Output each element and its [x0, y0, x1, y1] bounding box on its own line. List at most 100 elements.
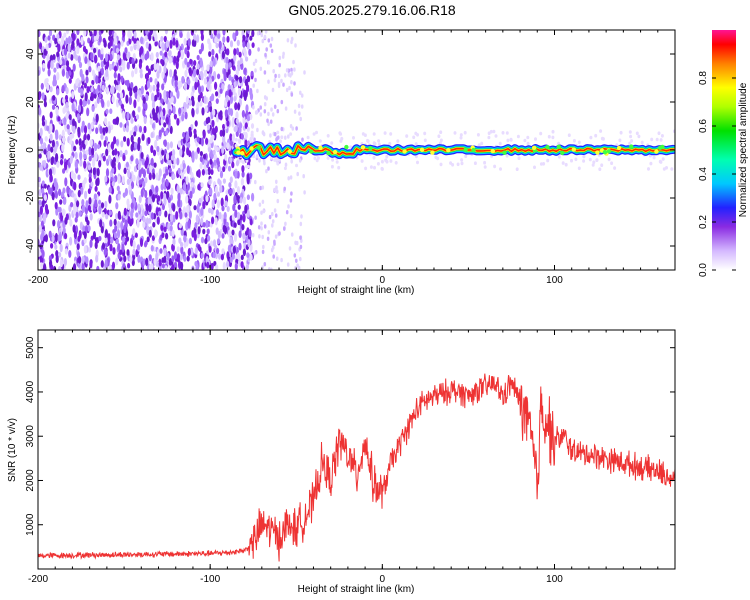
heatmap-cell: [109, 63, 113, 70]
heatmap-cell: [54, 190, 59, 199]
heatmap-cell: [217, 73, 221, 80]
heatmap-cell: [145, 93, 149, 102]
heatmap-cell: [259, 185, 262, 191]
heatmap-cell: [64, 216, 68, 225]
heatmap-cell: [295, 163, 298, 168]
heatmap-cell: [40, 220, 45, 228]
heatmap-cell: [132, 110, 136, 118]
heatmap-cell: [414, 154, 418, 159]
heatmap-cell: [234, 209, 238, 219]
heatmap-cell: [228, 74, 232, 81]
heatmap-cell: [577, 166, 581, 171]
heatmap-cell: [249, 35, 253, 41]
heatmap-cell: [98, 159, 102, 168]
heatmap-cell: [254, 68, 257, 73]
heatmap-cell: [160, 110, 164, 118]
heatmap-cell: [110, 143, 114, 149]
heatmap-cell: [104, 126, 109, 134]
heatmap-cell: [69, 156, 73, 164]
signal-blob: [326, 150, 331, 156]
heatmap-cell: [169, 141, 173, 149]
heatmap-cell: [182, 162, 186, 170]
heatmap-cell: [293, 109, 297, 114]
heatmap-cell: [196, 203, 200, 213]
heatmap-cell: [125, 161, 129, 168]
heatmap-cell: [210, 208, 214, 215]
heatmap-cell: [505, 154, 509, 158]
x-tick-label: -100: [200, 275, 220, 286]
heatmap-cell: [477, 143, 481, 147]
heatmap-cell: [77, 174, 81, 180]
heatmap-cell: [78, 61, 83, 69]
heatmap-cell: [83, 237, 87, 244]
heatmap-cell: [219, 184, 223, 194]
heatmap-cell: [52, 54, 56, 60]
heatmap-cell: [601, 137, 605, 141]
heatmap-cell: [142, 221, 146, 229]
heatmap-cell: [288, 246, 292, 251]
heatmap-cell: [48, 30, 53, 37]
heatmap-cell: [299, 256, 302, 262]
heatmap-cell: [104, 117, 108, 126]
heatmap-cell: [493, 164, 497, 169]
heatmap-cell: [117, 175, 121, 184]
heatmap-cell: [168, 56, 172, 64]
heatmap-cell: [137, 203, 141, 212]
heatmap-cell: [635, 131, 639, 136]
heatmap-cell: [137, 254, 141, 263]
heatmap-cell: [185, 96, 189, 105]
heatmap-cell: [86, 107, 90, 117]
heatmap-cell: [149, 118, 153, 126]
heatmap-cell: [214, 185, 219, 195]
heatmap-cell: [163, 139, 167, 147]
heatmap-cell: [63, 32, 67, 38]
heatmap-cell: [271, 112, 275, 117]
heatmap-cell: [69, 236, 73, 246]
heatmap-cell: [385, 154, 389, 159]
heatmap-cell: [167, 197, 171, 203]
heatmap-cell: [122, 236, 126, 243]
heatmap-cell: [131, 70, 135, 78]
signal-blob: [616, 145, 622, 151]
heatmap-cell: [260, 221, 263, 226]
heatmap-cell: [56, 62, 60, 69]
heatmap-cell: [206, 64, 210, 72]
heatmap-cell: [135, 114, 140, 120]
heatmap-cell: [83, 30, 87, 37]
heatmap-cell: [158, 210, 162, 217]
heatmap-cell: [234, 125, 238, 133]
heatmap-cell: [190, 181, 194, 188]
snr-y-axis: 1000 2000 3000 4000 5000: [25, 336, 675, 536]
heatmap-cell: [113, 65, 118, 73]
heatmap-cell: [187, 38, 191, 47]
heatmap-cell: [105, 68, 109, 78]
heatmap-x-axis: -200 -100 0 100: [28, 30, 676, 286]
heatmap-cell: [257, 47, 260, 52]
heatmap-cell: [236, 252, 240, 260]
heatmap-cell: [476, 133, 480, 137]
signal-blob: [318, 145, 323, 150]
heatmap-cell: [607, 157, 611, 162]
heatmap-cell: [135, 249, 139, 258]
heatmap-cell: [226, 260, 230, 268]
y-tick-label: -40: [25, 238, 36, 253]
heatmap-cell: [293, 81, 296, 86]
heatmap-cell: [109, 37, 113, 47]
heatmap-cell: [456, 162, 460, 167]
heatmap-cell: [331, 158, 335, 162]
heatmap-cell: [113, 136, 117, 145]
heatmap-cell: [287, 134, 290, 139]
heatmap-cell: [85, 149, 89, 156]
heatmap-cell: [130, 216, 134, 225]
heatmap-cell: [77, 104, 82, 113]
heatmap-cell: [594, 133, 598, 138]
heatmap-cell: [628, 130, 632, 134]
heatmap-cell: [216, 199, 220, 209]
heatmap-cell: [48, 230, 52, 239]
heatmap-cell: [85, 200, 89, 209]
heatmap-cell: [557, 141, 561, 146]
heatmap-cell: [79, 68, 83, 78]
heatmap-cell: [225, 94, 229, 103]
heatmap-cell: [144, 53, 148, 61]
heatmap-cell: [111, 85, 115, 94]
